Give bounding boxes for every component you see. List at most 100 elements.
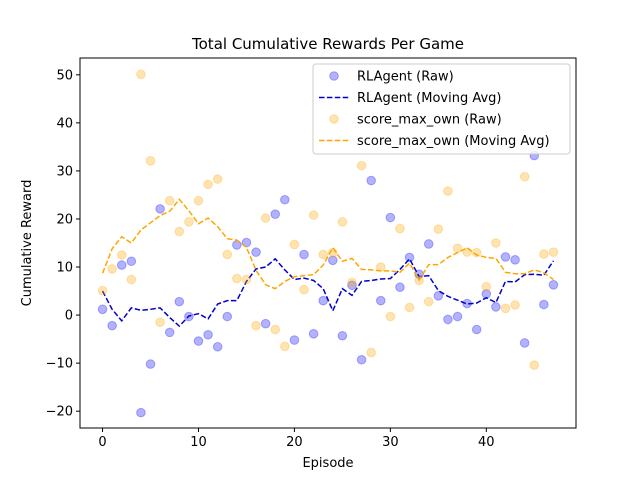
data-point [375,295,386,306]
data-point [212,174,223,184]
legend-item: RLAgent (Raw) [329,70,454,85]
x-tick-label: 30 [382,435,399,450]
legend: RLAgent (Raw) RLAgent (Moving Avg) score_m… [312,63,571,155]
data-point [280,341,290,352]
series-line [101,257,555,328]
data-point [423,296,434,307]
data-point [327,255,338,266]
y-axis-label: Cumulative Reward [20,180,35,307]
x-tick-label: 10 [190,435,207,450]
legend-label: score_max_own (Raw) [357,113,502,128]
data-point [299,249,309,260]
data-point [174,226,185,237]
data-point [232,273,242,284]
data-point [510,255,520,265]
data-point [116,260,127,270]
data-point [260,318,271,329]
chart-title: Total Cumulative Rewards Per Game [191,35,464,53]
data-point [203,329,213,340]
y-axis: −20 −10 0 10 20 30 40 50 [46,68,80,420]
data-point [145,156,156,166]
data-point [318,249,329,260]
data-point [174,296,185,307]
x-axis-label: Episode [302,456,353,471]
data-point [193,195,204,206]
data-point [222,249,233,260]
data-point [452,243,463,254]
data-point [385,212,396,223]
data-point [241,237,252,248]
data-point [500,303,511,314]
series-3 [101,198,554,290]
y-tick-label: −20 [46,405,73,420]
series-1 [101,257,555,328]
y-tick-label: 30 [56,164,73,179]
data-point [347,277,357,288]
data-point [212,341,223,352]
data-point [136,69,146,80]
y-tick-label: 40 [56,116,73,131]
data-point [308,329,319,339]
data-point [423,239,434,249]
data-point [356,160,367,171]
data-point [270,209,281,219]
data-point [289,239,300,250]
data-point [433,224,444,234]
legend-item: RLAgent (Moving Avg) [319,91,502,106]
data-point [126,256,137,267]
data-point [136,407,146,418]
data-point [452,311,463,322]
data-point [548,247,559,257]
data-point [404,252,415,263]
data-point [471,247,482,258]
data-point [443,314,453,325]
data-point [433,291,444,301]
data-point [203,179,213,190]
data-point [548,280,559,290]
data-point [510,300,520,310]
y-tick-label: −10 [46,357,73,372]
legend-label: RLAgent (Moving Avg) [357,91,502,106]
y-tick-label: 50 [56,68,73,83]
data-point [471,324,482,335]
data-point [155,204,165,214]
data-point [299,284,309,295]
data-point [337,217,348,227]
data-point [97,285,108,296]
data-point [251,247,261,257]
data-point [519,338,530,348]
data-point [107,264,117,274]
data-point [126,274,137,285]
legend-label: score_max_own (Moving Avg) [357,134,550,149]
data-point [366,175,376,186]
data-point [491,238,501,248]
legend-marker [329,114,339,124]
data-point [356,354,367,365]
data-point [395,282,405,293]
data-point [529,360,540,370]
legend-marker [329,71,339,81]
y-tick-label: 0 [65,309,73,324]
data-point [145,359,156,369]
data-point [164,327,175,338]
legend-box [312,63,571,155]
data-point [107,320,117,331]
legend-item: score_max_own (Raw) [329,113,502,128]
data-point [260,213,271,223]
data-point [308,210,319,220]
data-point [193,336,204,346]
data-point [539,249,549,259]
data-point [519,171,530,182]
axes-frame [79,57,577,429]
data-point [97,304,108,315]
data-point [337,330,348,341]
data-point [491,302,501,312]
data-point [443,186,453,196]
data-point [404,302,415,313]
x-tick-label: 0 [98,435,106,450]
data-point [395,223,405,234]
data-point [366,347,376,358]
data-point [280,194,290,205]
data-point [251,320,261,331]
